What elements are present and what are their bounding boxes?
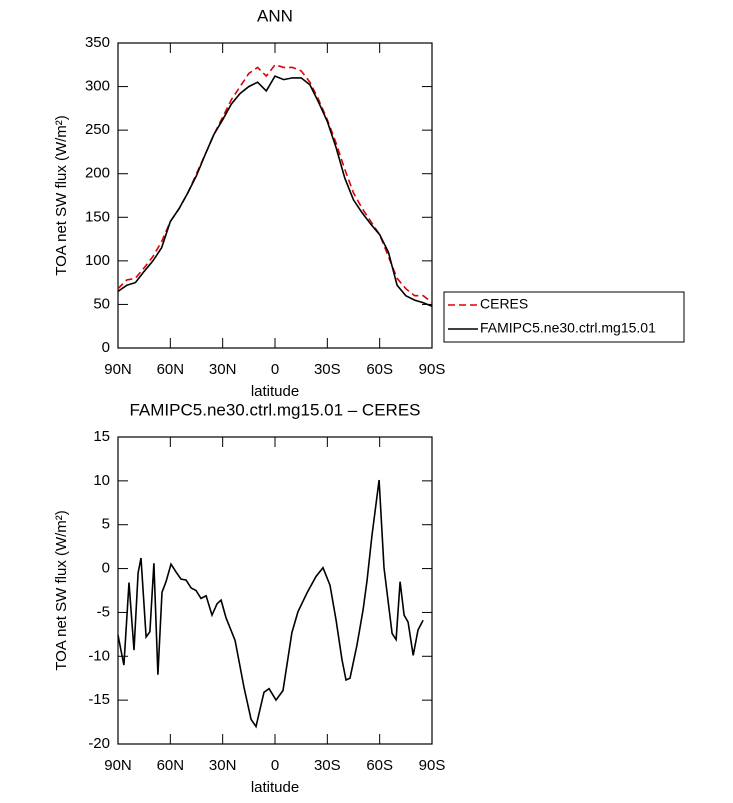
- x-tick-label: 90S: [419, 757, 446, 774]
- x-tick-label: 0: [271, 361, 279, 378]
- data-line: [117, 479, 424, 729]
- legend-label: CERES: [480, 296, 528, 312]
- y-tick-label: 15: [93, 428, 110, 445]
- x-axis-label: latitude: [251, 779, 299, 796]
- y-tick-label: 250: [85, 121, 110, 138]
- x-tick-label: 30N: [209, 757, 237, 774]
- x-tick-label: 60S: [366, 361, 393, 378]
- x-tick-label: 60N: [157, 757, 185, 774]
- y-tick-label: 300: [85, 78, 110, 95]
- y-tick-label: 150: [85, 208, 110, 225]
- plot-frame: [117, 436, 433, 745]
- legend-label: FAMIPC5.ne30.ctrl.mg15.01: [480, 320, 656, 336]
- data-line: [117, 75, 433, 307]
- x-tick-label: 60N: [157, 361, 185, 378]
- y-tick-label: -20: [88, 735, 110, 752]
- x-tick-label: 30S: [314, 361, 341, 378]
- y-tick-label: 5: [102, 516, 110, 533]
- y-axis-label: TOA net SW flux (W/m²): [53, 510, 70, 671]
- y-tick-label: 100: [85, 252, 110, 269]
- data-line: [117, 63, 433, 304]
- y-tick-label: 0: [102, 339, 110, 356]
- chart-title: ANN: [257, 6, 293, 25]
- y-tick-label: 350: [85, 34, 110, 51]
- x-tick-label: 60S: [366, 757, 393, 774]
- y-axis-label: TOA net SW flux (W/m²): [53, 115, 70, 276]
- y-tick-label: -15: [88, 691, 110, 708]
- y-tick-label: 0: [102, 560, 110, 577]
- x-tick-label: 90S: [419, 361, 446, 378]
- plot-frame: [117, 42, 433, 349]
- x-tick-label: 0: [271, 757, 279, 774]
- x-tick-label: 90N: [104, 757, 132, 774]
- y-tick-label: 10: [93, 472, 110, 489]
- chart-title: FAMIPC5.ne30.ctrl.mg15.01 – CERES: [129, 400, 420, 419]
- y-tick-label: -5: [97, 603, 110, 620]
- x-tick-label: 30S: [314, 757, 341, 774]
- y-tick-label: 200: [85, 165, 110, 182]
- x-tick-label: 30N: [209, 361, 237, 378]
- y-tick-label: -10: [88, 647, 110, 664]
- x-tick-label: 90N: [104, 361, 132, 378]
- legend-box: [443, 291, 685, 343]
- y-tick-label: 50: [93, 295, 110, 312]
- x-axis-label: latitude: [251, 383, 299, 400]
